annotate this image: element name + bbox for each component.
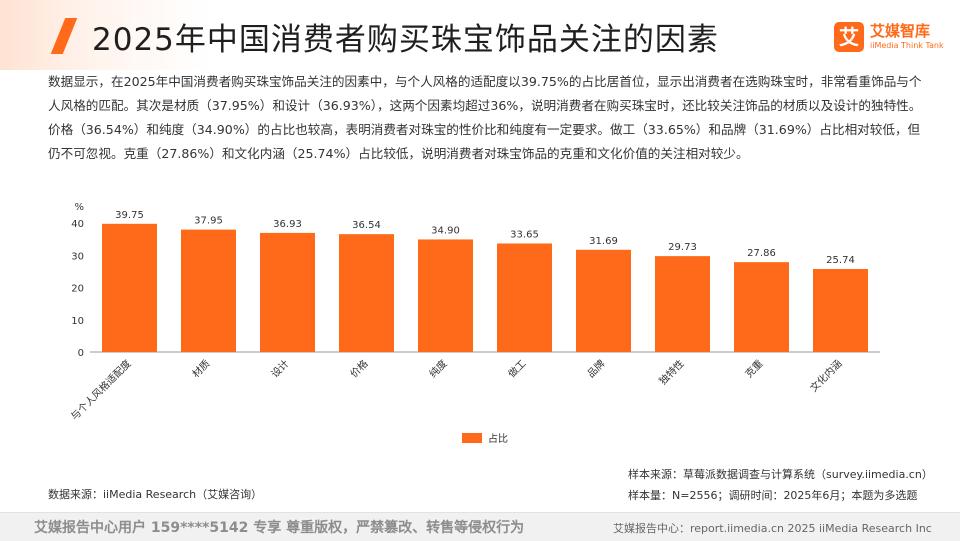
x-tick-label: 做工 bbox=[505, 357, 528, 380]
bar bbox=[813, 268, 868, 352]
footer-copyright-notice: 艾媒报告中心用户 159****5142 专享 尊重版权，严禁篡改、转售等侵权行… bbox=[34, 520, 525, 536]
x-tick-label: 纯度 bbox=[426, 357, 449, 380]
bar bbox=[576, 249, 631, 352]
y-axis-unit: % bbox=[74, 202, 84, 213]
bar bbox=[339, 234, 394, 352]
bar-value-label: 25.74 bbox=[826, 255, 855, 266]
x-tick-label: 克重 bbox=[742, 357, 765, 380]
description-paragraph: 数据显示，在2025年中国消费者购买珠宝饰品关注的因素中，与个人风格的适配度以3… bbox=[48, 74, 922, 161]
sample-source-note: 样本来源：草莓派数据调查与计算系统（survey.iimedia.cn） bbox=[628, 468, 933, 481]
title-band bbox=[0, 0, 960, 70]
legend-label: 占比 bbox=[488, 432, 508, 445]
bar-value-label: 31.69 bbox=[589, 236, 618, 247]
x-tick-label: 文化内涵 bbox=[807, 357, 844, 394]
bar-value-label: 36.54 bbox=[352, 220, 381, 231]
data-source: 数据来源：iiMedia Research（艾媒咨询） bbox=[48, 488, 263, 501]
bar bbox=[260, 232, 315, 352]
bar bbox=[418, 239, 473, 352]
bar bbox=[181, 229, 236, 352]
footer-site-info: 艾媒报告中心：report.iimedia.cn 2025 iiMedia Re… bbox=[613, 522, 932, 535]
x-tick-label: 设计 bbox=[268, 357, 291, 380]
bar bbox=[734, 262, 789, 352]
bar-chart: % 0 10 20 30 40 39.75 与个人风格适配度 37.95 材质 36.93 设计 36.… bbox=[68, 202, 880, 445]
bar bbox=[102, 223, 157, 352]
brand-logo: 艾 艾媒智库 iiMedia Think Tank bbox=[834, 20, 944, 56]
logo-english-name: iiMedia Think Tank bbox=[870, 41, 944, 50]
bar-value-label: 34.90 bbox=[431, 225, 460, 236]
y-tick-label: 0 bbox=[78, 348, 84, 359]
footer-bar: 艾媒报告中心用户 159****5142 专享 尊重版权，严禁篡改、转售等侵权行… bbox=[0, 512, 960, 541]
x-tick-label: 品牌 bbox=[584, 357, 607, 380]
page-title: 2025年中国消费者购买珠宝饰品关注的因素 bbox=[92, 22, 719, 58]
bar bbox=[497, 243, 552, 352]
bar-value-label: 39.75 bbox=[115, 210, 144, 221]
x-tick-label: 价格 bbox=[347, 357, 370, 380]
logo-mark-icon: 艾 bbox=[834, 22, 864, 52]
y-tick-label: 30 bbox=[71, 251, 84, 262]
bar-value-label: 29.73 bbox=[668, 242, 697, 253]
y-tick-label: 10 bbox=[71, 316, 84, 327]
sample-info-note: 样本量：N=2556；调研时间：2025年6月；本题为多选题 bbox=[628, 489, 918, 502]
x-tick-label: 材质 bbox=[189, 357, 212, 380]
logo-chinese-name: 艾媒智库 bbox=[870, 22, 931, 40]
x-tick-label: 与个人风格适配度 bbox=[68, 357, 134, 423]
x-tick-label: 独特性 bbox=[656, 357, 686, 387]
legend-swatch bbox=[462, 433, 482, 443]
bar bbox=[655, 256, 710, 352]
bar-value-label: 27.86 bbox=[747, 248, 776, 259]
y-tick-label: 20 bbox=[71, 284, 84, 295]
bar-value-label: 33.65 bbox=[510, 229, 539, 240]
y-tick-label: 40 bbox=[71, 219, 84, 230]
bar-value-label: 37.95 bbox=[194, 216, 223, 227]
bar-value-label: 36.93 bbox=[273, 219, 302, 230]
